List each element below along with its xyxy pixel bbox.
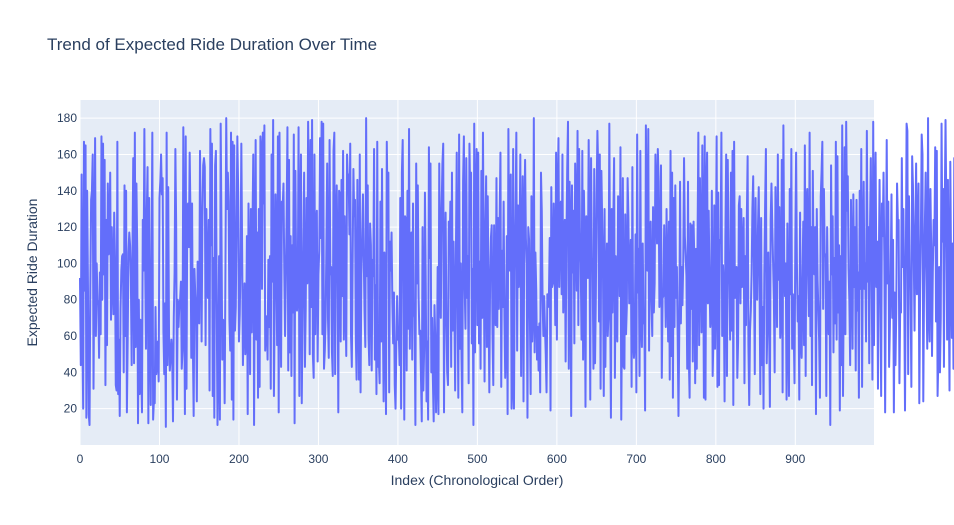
x-tick-label: 200 <box>229 452 249 466</box>
series-group <box>79 117 954 428</box>
x-axis-ticks: 0 100 200 300 400 500 600 700 800 900 <box>77 452 806 466</box>
chart-title: Trend of Expected Ride Duration Over Tim… <box>47 35 377 54</box>
y-axis-label: Expected Ride Duration <box>24 199 40 347</box>
x-tick-label: 100 <box>149 452 169 466</box>
y-tick-label: 180 <box>57 111 77 125</box>
y-tick-label: 160 <box>57 147 77 161</box>
x-tick-label: 900 <box>785 452 805 466</box>
y-tick-label: 60 <box>64 329 78 343</box>
series-line <box>79 117 954 428</box>
y-tick-label: 40 <box>64 365 78 379</box>
y-tick-label: 120 <box>57 220 77 234</box>
y-tick-label: 140 <box>57 184 77 198</box>
x-tick-label: 500 <box>467 452 487 466</box>
x-tick-label: 600 <box>547 452 567 466</box>
y-tick-label: 80 <box>64 293 78 307</box>
y-tick-label: 100 <box>57 256 77 270</box>
y-axis-ticks: 20 40 60 80 100 120 140 160 180 <box>57 111 77 416</box>
y-tick-label: 20 <box>64 402 78 416</box>
x-tick-label: 800 <box>706 452 726 466</box>
x-tick-label: 300 <box>308 452 328 466</box>
x-tick-label: 400 <box>388 452 408 466</box>
x-tick-label: 700 <box>626 452 646 466</box>
x-axis-label: Index (Chronological Order) <box>391 472 564 488</box>
x-tick-label: 0 <box>77 452 84 466</box>
